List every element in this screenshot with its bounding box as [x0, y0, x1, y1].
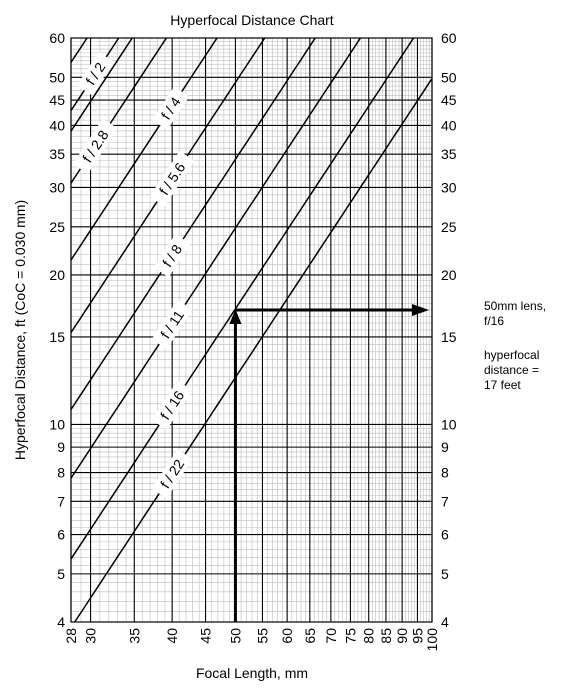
x-tick-label: 50 — [227, 628, 243, 644]
arrow-up-head — [229, 308, 242, 324]
grid-minor — [71, 38, 432, 622]
y-tick-label: 35 — [441, 146, 457, 162]
x-tick-label: 28 — [63, 628, 79, 644]
y-tick-label: 40 — [441, 117, 457, 133]
y-tick-label: 60 — [441, 30, 457, 46]
y-tick-label: 45 — [49, 92, 65, 108]
label-bg — [76, 51, 114, 96]
note-line: 50mm lens, — [484, 299, 547, 313]
x-tick-label: 45 — [198, 628, 214, 644]
x-tick-label: 55 — [254, 628, 270, 644]
note-line: distance = — [484, 363, 540, 377]
note-line: 17 feet — [484, 378, 521, 392]
example-note-distance: hyperfocal distance = 17 feet — [484, 348, 568, 393]
y-tick-label: 7 — [57, 493, 65, 509]
y-tick-label: 50 — [49, 69, 65, 85]
y-tick-label: 50 — [441, 69, 457, 85]
x-axis-label: Focal Length, mm — [196, 665, 308, 681]
x-tick-label: 90 — [394, 628, 410, 644]
y-tick-label: 40 — [49, 117, 65, 133]
f-number-label: f / 8 — [153, 233, 191, 278]
y-tick-label: 15 — [441, 329, 457, 345]
f-line — [73, 78, 432, 622]
x-tick-label: 40 — [164, 628, 180, 644]
y-tick-label: 10 — [441, 416, 457, 432]
y-tick-label: 6 — [441, 527, 449, 543]
f-number-labels: f / 2f / 2.8f / 4f / 5.6f / 8f / 11f / 1… — [72, 51, 195, 499]
label-bg — [151, 299, 193, 349]
f-number-label: f / 2.8 — [72, 118, 118, 174]
x-tick-label: 85 — [378, 628, 394, 644]
x-tick-label: 75 — [342, 628, 358, 644]
label-bg — [151, 380, 193, 430]
y-tick-label: 7 — [441, 493, 449, 509]
label-bg — [72, 118, 118, 174]
x-tick-label: 95 — [409, 628, 425, 644]
label-bg — [153, 233, 191, 278]
y-tick-label: 35 — [49, 146, 65, 162]
label-bg — [149, 151, 195, 207]
f-line — [71, 38, 362, 479]
y-tick-label: 45 — [441, 92, 457, 108]
x-tick-label: 65 — [302, 628, 318, 644]
example-arrows — [229, 303, 429, 622]
note-line: f/16 — [484, 314, 505, 328]
y-tick-label: 4 — [441, 614, 449, 630]
y-tick-label: 25 — [49, 219, 65, 235]
label-bg — [151, 449, 193, 499]
y-tick-label: 60 — [49, 30, 65, 46]
x-tick-label: 70 — [323, 628, 339, 644]
plot-frame — [70, 37, 433, 623]
note-line: hyperfocal — [484, 348, 540, 362]
x-tick-label: 60 — [279, 628, 295, 644]
f-number-lines — [71, 38, 432, 622]
y-tick-label: 8 — [57, 465, 65, 481]
x-tick-label: 100 — [424, 628, 440, 652]
f-line — [71, 38, 415, 560]
arrow-right-head — [412, 303, 429, 316]
x-tick-label: 80 — [361, 628, 377, 644]
y-tick-label: 20 — [49, 267, 65, 283]
y-tick-label: 5 — [441, 566, 449, 582]
y-tick-label: 20 — [441, 267, 457, 283]
chart-title: Hyperfocal Distance Chart — [170, 12, 334, 28]
x-tick-label: 30 — [83, 628, 99, 644]
y-tick-label: 30 — [49, 179, 65, 195]
y-tick-label: 9 — [441, 439, 449, 455]
y-tick-label: 9 — [57, 439, 65, 455]
y-tick-label: 15 — [49, 329, 65, 345]
y-tick-label: 5 — [57, 566, 65, 582]
f-line — [71, 38, 218, 261]
y-tick-label: 25 — [441, 219, 457, 235]
y-tick-label: 30 — [441, 179, 457, 195]
label-bg — [152, 86, 190, 130]
example-note-lens: 50mm lens, f/16 — [484, 299, 568, 329]
y-axis-label: Hyperfocal Distance, ft (CoC = 0.030 mm) — [12, 200, 28, 460]
y-tick-label: 4 — [57, 614, 65, 630]
x-tick-label: 35 — [126, 628, 142, 644]
y-tick-label: 6 — [57, 527, 65, 543]
y-tick-label: 8 — [441, 465, 449, 481]
y-tick-label: 10 — [49, 416, 65, 432]
